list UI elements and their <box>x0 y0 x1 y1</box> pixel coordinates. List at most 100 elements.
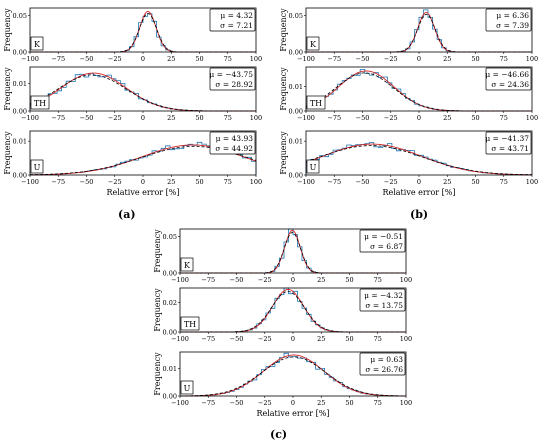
y-tick-label: 0.00 <box>289 49 303 57</box>
x-tick-label: −50 <box>356 114 370 122</box>
fit-curve-dashed-th <box>29 74 256 112</box>
x-tick-label: 75 <box>224 114 232 122</box>
subplot-u: 0.00 0.01 −100 −75 −50 −25 0 25 50 75 100 Frequency… <box>279 130 538 186</box>
x-tick-label: 25 <box>167 114 175 122</box>
y-tick-label: 0.01 <box>13 80 27 88</box>
x-tick-label: −75 <box>201 335 215 343</box>
x-tick-label: 50 <box>345 399 353 407</box>
stats-box <box>359 229 406 253</box>
chart-panel-0: 0.00 0.05 −100 −75 −50 −25 0 25 50 75 100 Frequency… <box>3 7 262 197</box>
x-tick-label: −25 <box>108 114 122 122</box>
subplot-th: 0.00 0.02 −100 −75 −50 −25 0 25 50 75 100 Frequency… <box>153 287 412 343</box>
x-tick-label: 50 <box>195 55 203 63</box>
x-tick-label: −100 <box>21 114 39 122</box>
x-tick-label: 0 <box>417 55 421 63</box>
stats-box <box>209 131 256 155</box>
x-tick-label: −100 <box>171 276 189 284</box>
x-tick-label: 25 <box>317 276 325 284</box>
x-tick-label: −25 <box>108 178 122 186</box>
x-axis-label: Relative error [%] <box>382 188 455 197</box>
series-name-box <box>30 159 44 174</box>
series-name-box <box>30 95 50 110</box>
y-axis-label: Frequency <box>3 131 12 175</box>
y-tick-label: 0.00 <box>163 329 177 337</box>
stat-sigma: σ = 6.87 <box>370 242 403 251</box>
x-tick-label: −50 <box>80 114 94 122</box>
y-tick-label: 0.00 <box>163 393 177 401</box>
subplot-u: 0.00 0.01 −100 −75 −50 −25 0 25 50 75 100 Frequency… <box>3 130 262 186</box>
stat-sigma: σ = 24.36 <box>491 80 529 89</box>
y-tick-label: 0.05 <box>289 12 303 20</box>
subplot-th: 0.00 0.01 −100 −75 −50 −25 0 25 50 75 100 Frequency… <box>279 66 538 122</box>
x-tick-label: −50 <box>80 55 94 63</box>
y-axis-label: Frequency <box>153 288 162 332</box>
y-tick-label: 0.05 <box>13 12 27 20</box>
stat-mu: μ = 4.32 <box>220 11 253 20</box>
y-tick-label: 0.01 <box>289 83 303 91</box>
y-tick-label: 0.00 <box>289 108 303 116</box>
x-tick-label: −100 <box>21 55 39 63</box>
y-axis-label: Frequency <box>279 67 288 111</box>
chart-panel-2: 0.00 0.05 −100 −75 −50 −25 0 25 50 75 100 Frequency… <box>153 228 412 418</box>
subplot-th: 0.00 0.01 −100 −75 −50 −25 0 25 50 75 100 Frequency… <box>3 66 262 122</box>
stat-mu: μ = −0.51 <box>364 232 403 241</box>
x-tick-label: 100 <box>400 335 412 343</box>
x-tick-label: −50 <box>356 55 370 63</box>
x-tick-label: 0 <box>291 276 295 284</box>
stat-sigma: σ = 26.76 <box>365 365 403 374</box>
x-tick-label: 25 <box>443 55 451 63</box>
stat-mu: μ = −46.66 <box>485 70 529 79</box>
y-axis-label: Frequency <box>3 8 12 52</box>
x-tick-label: 25 <box>317 335 325 343</box>
y-axis-label: Frequency <box>279 131 288 175</box>
y-tick-label: 0.00 <box>13 49 27 57</box>
x-tick-label: 100 <box>526 114 538 122</box>
x-axis-label: Relative error [%] <box>256 409 329 418</box>
x-tick-label: 50 <box>471 55 479 63</box>
x-tick-label: −25 <box>108 55 122 63</box>
x-tick-label: −75 <box>201 399 215 407</box>
x-tick-label: −25 <box>258 276 272 284</box>
fit-curve-red-u <box>180 354 406 397</box>
x-tick-label: 25 <box>167 55 175 63</box>
x-tick-label: −100 <box>297 55 315 63</box>
x-tick-label: 75 <box>224 55 232 63</box>
stat-sigma: σ = 13.75 <box>365 301 403 310</box>
x-tick-label: 25 <box>317 399 325 407</box>
x-tick-label: 0 <box>141 178 145 186</box>
x-tick-label: 0 <box>141 114 145 122</box>
x-tick-label: −100 <box>297 114 315 122</box>
y-tick-label: 0.00 <box>13 172 27 180</box>
x-tick-label: 75 <box>374 399 382 407</box>
x-tick-label: 100 <box>526 55 538 63</box>
series-name-box <box>30 36 44 51</box>
x-tick-label: −25 <box>384 114 398 122</box>
stats-box <box>485 8 532 32</box>
x-tick-label: 0 <box>291 335 295 343</box>
subplot-u: 0.00 0.01 −100 −75 −50 −25 0 25 50 75 100 Frequency… <box>153 351 412 407</box>
series-name-label: U <box>310 163 317 172</box>
x-tick-label: −100 <box>171 399 189 407</box>
stat-sigma: σ = 7.21 <box>220 21 253 30</box>
x-tick-label: −75 <box>51 114 65 122</box>
subplot-k: 0.00 0.05 −100 −75 −50 −25 0 25 50 75 100 Frequency… <box>153 228 412 284</box>
series-name-box <box>180 380 194 395</box>
x-tick-label: −50 <box>230 276 244 284</box>
x-tick-label: 75 <box>500 114 508 122</box>
x-tick-label: 100 <box>400 399 412 407</box>
fit-curve-dashed-u <box>305 145 533 176</box>
x-tick-label: −50 <box>230 399 244 407</box>
stat-sigma: σ = 44.92 <box>215 144 253 153</box>
x-tick-label: 50 <box>345 335 353 343</box>
x-tick-label: −75 <box>327 178 341 186</box>
x-tick-label: −75 <box>201 276 215 284</box>
x-tick-label: 50 <box>471 178 479 186</box>
series-name-box <box>306 36 320 51</box>
stats-box <box>485 131 532 155</box>
stat-mu: μ = −41.37 <box>485 134 529 143</box>
y-axis-label: Frequency <box>153 352 162 396</box>
x-tick-label: 75 <box>224 178 232 186</box>
x-tick-label: 0 <box>141 55 145 63</box>
x-tick-label: −75 <box>51 55 65 63</box>
x-axis-label: Relative error [%] <box>106 188 179 197</box>
